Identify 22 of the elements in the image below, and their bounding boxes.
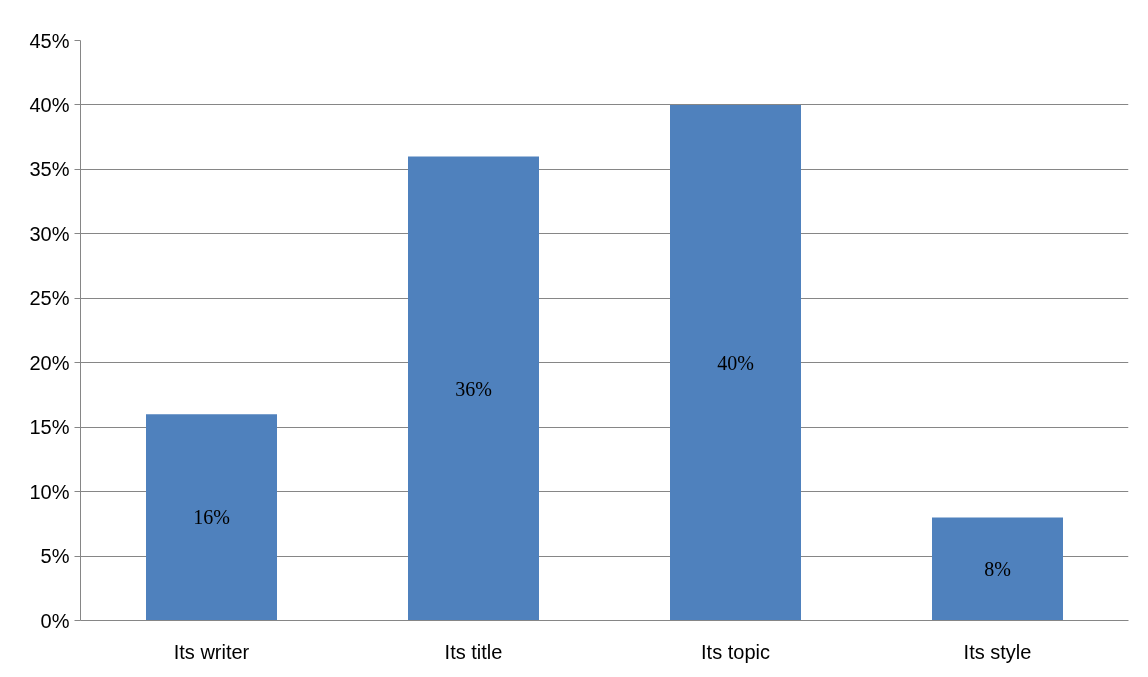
data-label: 40% [717,351,754,374]
x-tick-label: Its style [963,640,1032,663]
y-tick-label: 20% [29,351,70,374]
y-tick-label: 25% [29,287,70,310]
x-tick-label: Its writer [173,640,250,663]
data-label: 16% [193,506,230,529]
data-label: 8% [984,557,1011,580]
y-tick-label: 30% [29,222,70,245]
bar [932,517,1063,621]
y-tick-label: 5% [40,545,70,568]
y-tick-label: 10% [29,480,70,503]
x-tick-label: Its topic [701,640,770,663]
y-tick-label: 35% [29,158,70,181]
y-tick-label: 45% [29,29,70,52]
bar [408,156,539,621]
bar [670,104,801,621]
y-tick-label: 0% [40,609,70,632]
y-tick-label: 40% [29,93,70,116]
bar [146,414,277,621]
x-tick-label: Its title [444,640,503,663]
y-tick-label: 15% [29,416,70,439]
data-label: 36% [455,377,492,400]
